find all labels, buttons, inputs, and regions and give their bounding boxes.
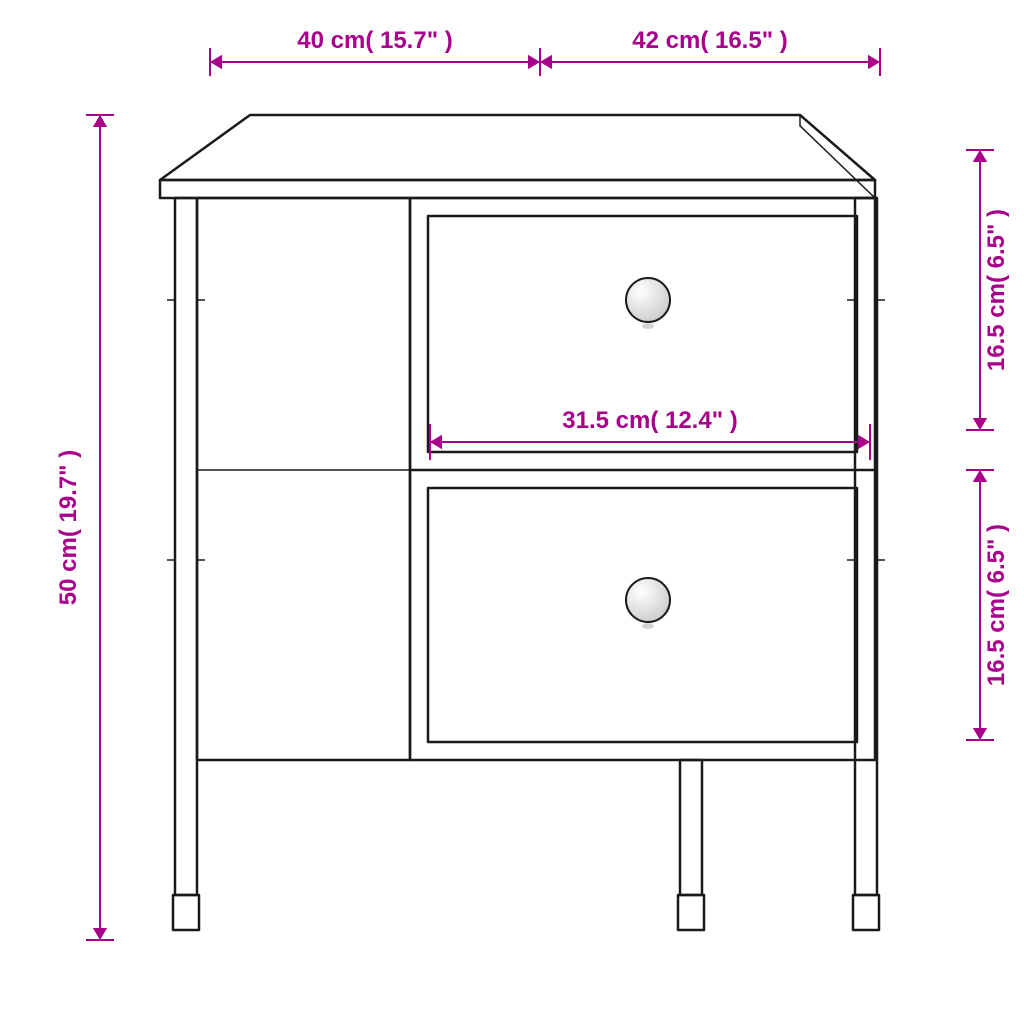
dim-top-depth-label: 42 cm( 16.5" ) [632, 27, 787, 54]
dim-height-label: 50 cm( 19.7" ) [55, 450, 82, 605]
leg-front-left-foot [173, 895, 199, 930]
dim-height: 50 cm( 19.7" ) [55, 115, 114, 940]
dim-top-depth: 42 cm( 16.5" ) [540, 27, 880, 76]
leg-front-right-foot [853, 895, 879, 930]
tabletop-side [800, 115, 875, 198]
tabletop-edge [160, 180, 875, 198]
leg-front-right [855, 198, 877, 895]
tabletop-top [160, 115, 875, 180]
dim-top-width: 40 cm( 15.7" ) [210, 27, 540, 76]
dim-top-width-label: 40 cm( 15.7" ) [297, 27, 452, 54]
dim-drawer-h1-label: 16.5 cm( 6.5" ) [983, 209, 1010, 371]
drawer-knob-1 [626, 278, 670, 322]
dim-drawer-h2: 16.5 cm( 6.5" ) [966, 470, 1010, 740]
cabinet-side-panel [197, 198, 410, 760]
dim-drawer-width-label: 31.5 cm( 12.4" ) [562, 407, 737, 434]
leg-back [680, 760, 702, 895]
drawer-knob-2 [626, 578, 670, 622]
dim-drawer-h2-label: 16.5 cm( 6.5" ) [983, 524, 1010, 686]
leg-back-foot [678, 895, 704, 930]
leg-front-left [175, 198, 197, 895]
dim-drawer-h1: 16.5 cm( 6.5" ) [966, 150, 1010, 430]
